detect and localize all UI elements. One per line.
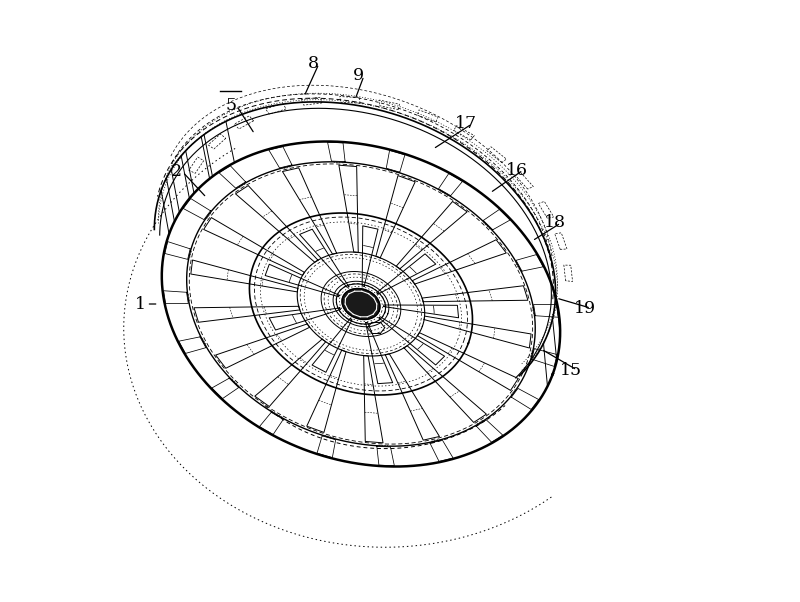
Text: 16: 16 — [506, 161, 528, 179]
Text: 5: 5 — [225, 98, 236, 114]
Polygon shape — [342, 288, 380, 320]
Text: 19: 19 — [574, 300, 596, 317]
Text: 2: 2 — [171, 163, 182, 181]
Text: 9: 9 — [352, 67, 363, 84]
Text: 18: 18 — [544, 214, 566, 231]
Text: 17: 17 — [455, 116, 477, 132]
Text: 1: 1 — [135, 296, 146, 312]
Text: 8: 8 — [307, 55, 318, 72]
Text: 15: 15 — [560, 362, 582, 379]
